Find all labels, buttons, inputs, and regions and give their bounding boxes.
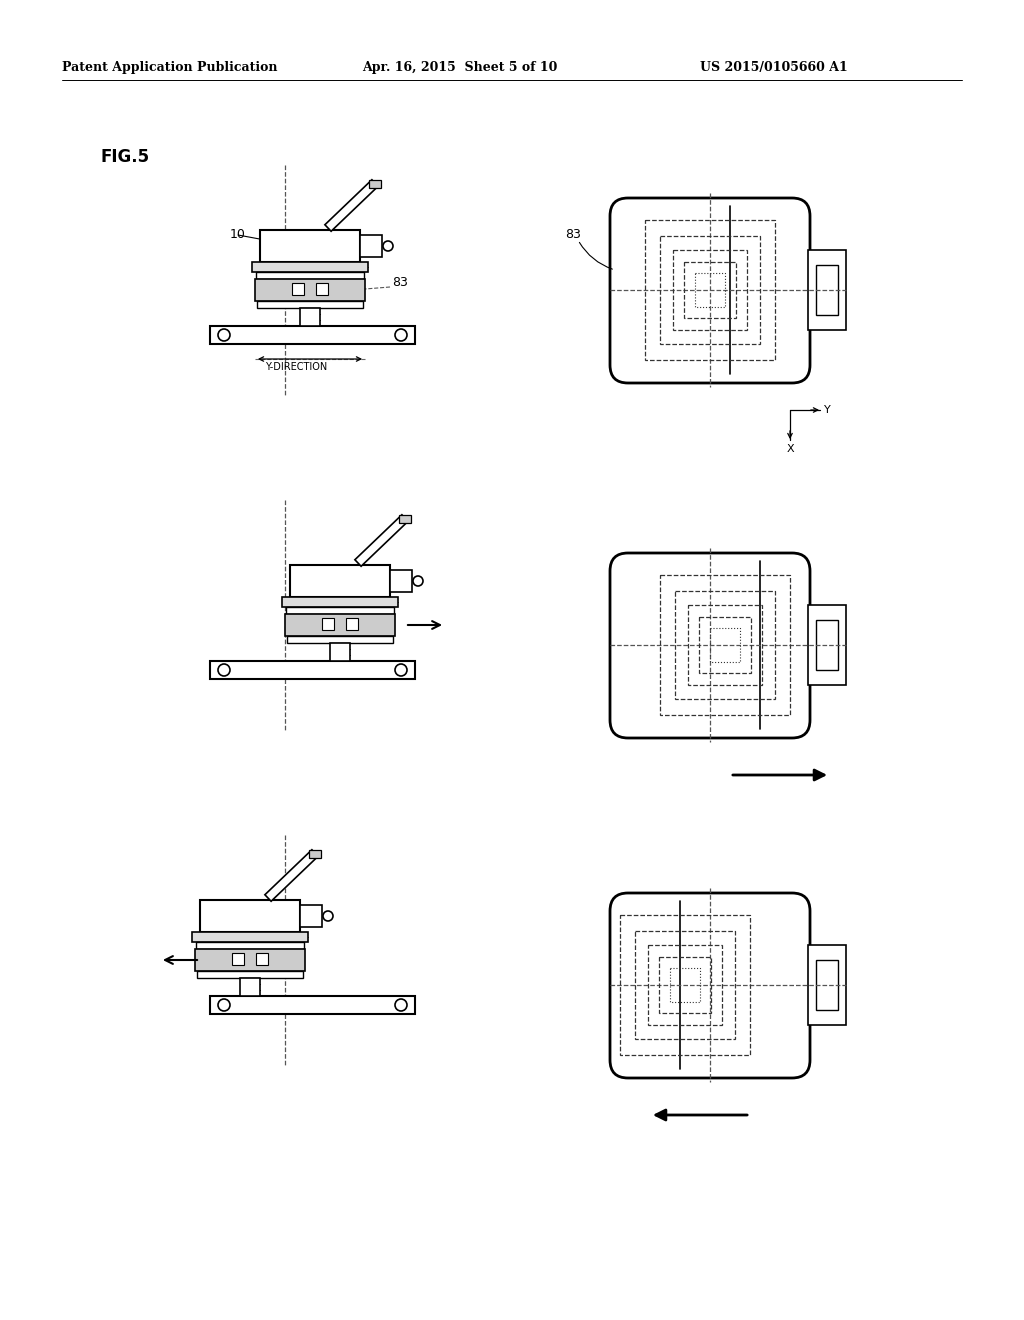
Bar xyxy=(240,978,260,997)
Bar xyxy=(390,570,412,591)
Bar xyxy=(816,620,838,671)
Circle shape xyxy=(413,576,423,586)
Text: Y-DIRECTION: Y-DIRECTION xyxy=(265,362,328,372)
Bar xyxy=(660,236,760,345)
Bar xyxy=(710,628,740,663)
Polygon shape xyxy=(325,180,378,231)
Bar xyxy=(196,942,304,949)
Bar xyxy=(399,515,411,523)
Circle shape xyxy=(218,664,230,676)
Text: US 2015/0105660 A1: US 2015/0105660 A1 xyxy=(700,62,848,74)
FancyBboxPatch shape xyxy=(610,553,810,738)
Circle shape xyxy=(395,664,407,676)
Bar xyxy=(675,591,775,700)
Bar xyxy=(762,564,800,729)
Bar xyxy=(635,931,735,1039)
Bar xyxy=(290,565,390,597)
Text: 83: 83 xyxy=(392,276,408,289)
Bar xyxy=(816,960,838,1010)
Bar xyxy=(300,308,319,326)
Text: Apr. 16, 2015  Sheet 5 of 10: Apr. 16, 2015 Sheet 5 of 10 xyxy=(362,62,557,74)
Bar xyxy=(200,900,300,932)
Bar xyxy=(309,850,321,858)
Bar xyxy=(255,279,365,301)
Bar xyxy=(300,906,322,927)
Text: X: X xyxy=(786,444,794,454)
Bar xyxy=(232,953,244,965)
Bar xyxy=(193,932,308,942)
Bar xyxy=(369,180,381,187)
Circle shape xyxy=(395,329,407,341)
Bar xyxy=(285,614,395,636)
Polygon shape xyxy=(265,850,318,902)
Bar xyxy=(292,282,304,294)
Bar xyxy=(282,597,398,607)
Bar xyxy=(670,968,700,1002)
Bar xyxy=(322,618,334,630)
Bar xyxy=(257,301,362,308)
Text: Patent Application Publication: Patent Application Publication xyxy=(62,62,278,74)
Bar xyxy=(346,618,358,630)
Bar xyxy=(808,605,846,685)
Bar xyxy=(808,249,846,330)
Circle shape xyxy=(323,911,333,921)
Text: FIG.5: FIG.5 xyxy=(100,148,150,166)
Bar xyxy=(645,220,775,360)
Bar xyxy=(688,605,762,685)
Polygon shape xyxy=(355,515,409,566)
Bar xyxy=(660,576,790,715)
Bar xyxy=(210,997,415,1014)
Bar xyxy=(330,643,350,661)
FancyBboxPatch shape xyxy=(610,198,810,383)
Bar xyxy=(252,261,368,272)
Bar xyxy=(620,915,750,1055)
Bar xyxy=(210,326,415,345)
Bar xyxy=(286,607,394,614)
Bar xyxy=(260,230,360,261)
Bar xyxy=(360,235,382,257)
Circle shape xyxy=(383,242,393,251)
Bar xyxy=(695,273,725,308)
Bar xyxy=(684,261,736,318)
Bar xyxy=(210,661,415,678)
Bar xyxy=(699,616,751,673)
Bar xyxy=(732,209,800,374)
Circle shape xyxy=(218,999,230,1011)
Bar xyxy=(197,972,303,978)
Bar xyxy=(648,945,722,1026)
Text: Y: Y xyxy=(824,405,830,414)
Circle shape xyxy=(395,999,407,1011)
Text: 10: 10 xyxy=(230,228,246,242)
Bar xyxy=(287,636,393,643)
Bar xyxy=(316,282,328,294)
Bar xyxy=(816,265,838,315)
Bar xyxy=(659,957,711,1012)
Bar xyxy=(673,249,746,330)
Bar xyxy=(256,953,268,965)
Text: 83: 83 xyxy=(565,228,581,242)
Bar xyxy=(808,945,846,1026)
Circle shape xyxy=(218,329,230,341)
Bar xyxy=(256,272,364,279)
Bar xyxy=(682,903,800,1068)
FancyBboxPatch shape xyxy=(610,894,810,1078)
Bar xyxy=(195,949,305,972)
